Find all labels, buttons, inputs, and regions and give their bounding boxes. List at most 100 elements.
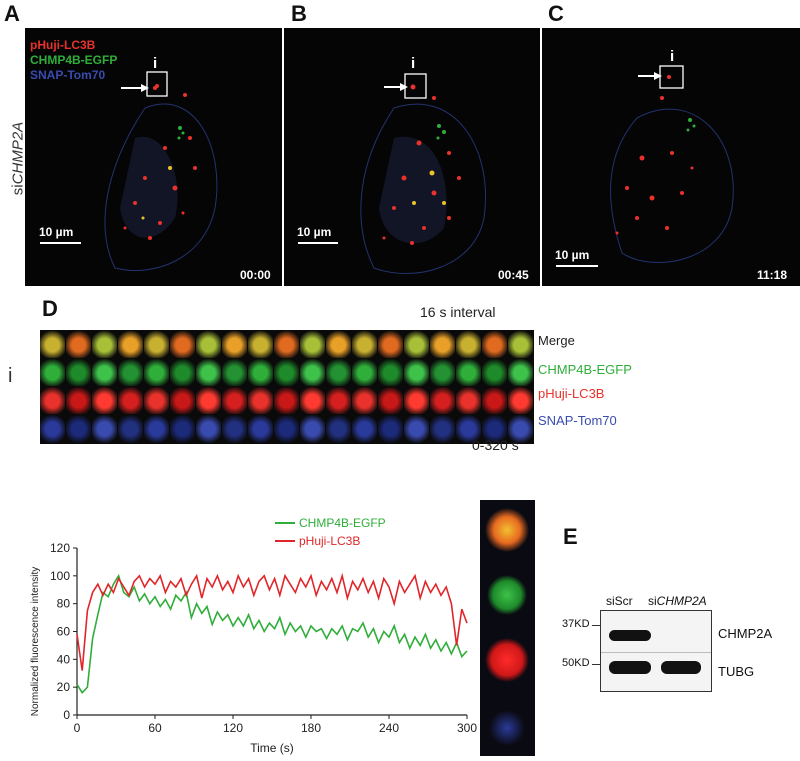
marker-tick-37 [592,625,600,626]
x-axis-label: Time (s) [250,741,294,755]
strip-frame [378,386,403,416]
strip-frame [300,386,325,416]
panel-letter-b: B [291,1,307,26]
interval-label: 16 s interval [420,304,496,320]
strip-frame [482,330,507,360]
y-tick-label: 120 [50,541,70,555]
condition-label: siCHMP2A [10,119,27,199]
x-tick-label: 240 [379,721,399,735]
roi-label-b: i [411,55,416,72]
roi-label-a: i [153,55,158,72]
cell-image-b [298,73,486,275]
strip-frame [300,330,325,360]
crop-red [485,638,529,682]
y-tick-label: 0 [63,708,70,722]
strip-row [40,358,534,388]
lane-label-prefix: si [648,594,657,608]
crop-column-image [485,508,529,746]
condition-gene: CHMP2A [9,121,27,185]
panel-letter-c: C [548,1,564,26]
strip-frame [196,358,221,388]
micrograph-b: i 10 µm 00:45 [284,28,540,286]
strip-frame [248,386,273,416]
strip-frame [508,330,533,360]
cell-image-a [40,71,218,271]
strip-frame [508,414,533,444]
strip-frame [274,330,299,360]
lane-label-gene: CHMP2A [656,594,707,608]
x-tick-label: 300 [457,721,477,735]
crop-green [487,575,527,615]
strip-frame [248,358,273,388]
series-line-1 [76,572,468,671]
lane-label-siscr: siScr [606,594,633,608]
timestamp-c: 11:18 [757,268,788,282]
strip-frame [352,330,377,360]
strip-frame [92,330,117,360]
strip-roi-label: i [8,365,13,387]
strip-frame [508,386,533,416]
lane-label-sichmp2a: siCHMP2A [648,594,707,608]
strip-frame [404,330,429,360]
panel-letter-e: E [563,524,578,549]
strip-frame [144,330,169,360]
strip-frame [40,358,65,388]
series-line-0 [76,573,468,695]
chart-lines [76,572,468,695]
y-tick-label: 40 [57,652,71,666]
blot-divider [601,652,711,653]
x-tick-label: 180 [301,721,321,735]
strip-frame [144,358,169,388]
x-tick-label: 60 [148,721,162,735]
strip-frame [326,414,351,444]
band-tubg-siscr [609,661,651,674]
strip-frame [352,414,377,444]
strip-frame [456,330,481,360]
strip-frame [170,330,195,360]
strip-frame [222,330,247,360]
scalebar-label-a: 10 µm [39,225,74,239]
marker-tick-50 [592,664,600,665]
channel-legend-red: pHuji-LC3B [30,38,96,52]
strip-frame [40,386,65,416]
crop-merge [485,508,529,552]
y-tick-label: 100 [50,569,70,583]
panel-letter-d: D [42,296,58,321]
legend-label: CHMP4B-EGFP [299,516,386,530]
strip-frame [92,358,117,388]
band-tubg-sichmp2a [661,661,701,674]
strip-label-tom70: SNAP-Tom70 [538,413,617,428]
y-tick-label: 60 [57,625,71,639]
strip-frame [222,358,247,388]
strip-frame [378,414,403,444]
channel-legend-blue: SNAP-Tom70 [30,68,106,82]
crop-blue [489,710,525,746]
chart-axes: 0 60 120 180 240 300 0 20 40 60 80 100 120 Time (s) No… [30,541,477,755]
x-tick-label: 120 [223,721,243,735]
strip-frame [326,330,351,360]
condition-prefix: si [9,184,27,196]
cell-image-c [556,65,734,267]
strip-frame [196,330,221,360]
timestamp-b: 00:45 [498,268,529,282]
chart-legend: CHMP4B-EGFP pHuji-LC3B [275,516,386,548]
strip-frame [66,414,91,444]
y-axis-label: Normalized fluorescence intensity [30,567,41,717]
time-range-label: 0-320 s [472,437,519,453]
marker-37kd: 37KD [562,618,590,630]
crop-column [480,500,535,756]
strip-frame [404,414,429,444]
strip-frame [92,386,117,416]
strip-frame [196,386,221,416]
intensity-line-chart: 0 60 120 180 240 300 0 20 40 60 80 100 120 Time (s) No… [30,516,477,755]
strip-frame [196,414,221,444]
strip-frame [248,414,273,444]
strip-frame [66,358,91,388]
strip-frame [222,386,247,416]
strip-frame [118,330,143,360]
strip-frame [170,414,195,444]
strip-frame [482,386,507,416]
strip-row [40,414,534,444]
strip-frame [66,330,91,360]
strip-frame [118,414,143,444]
